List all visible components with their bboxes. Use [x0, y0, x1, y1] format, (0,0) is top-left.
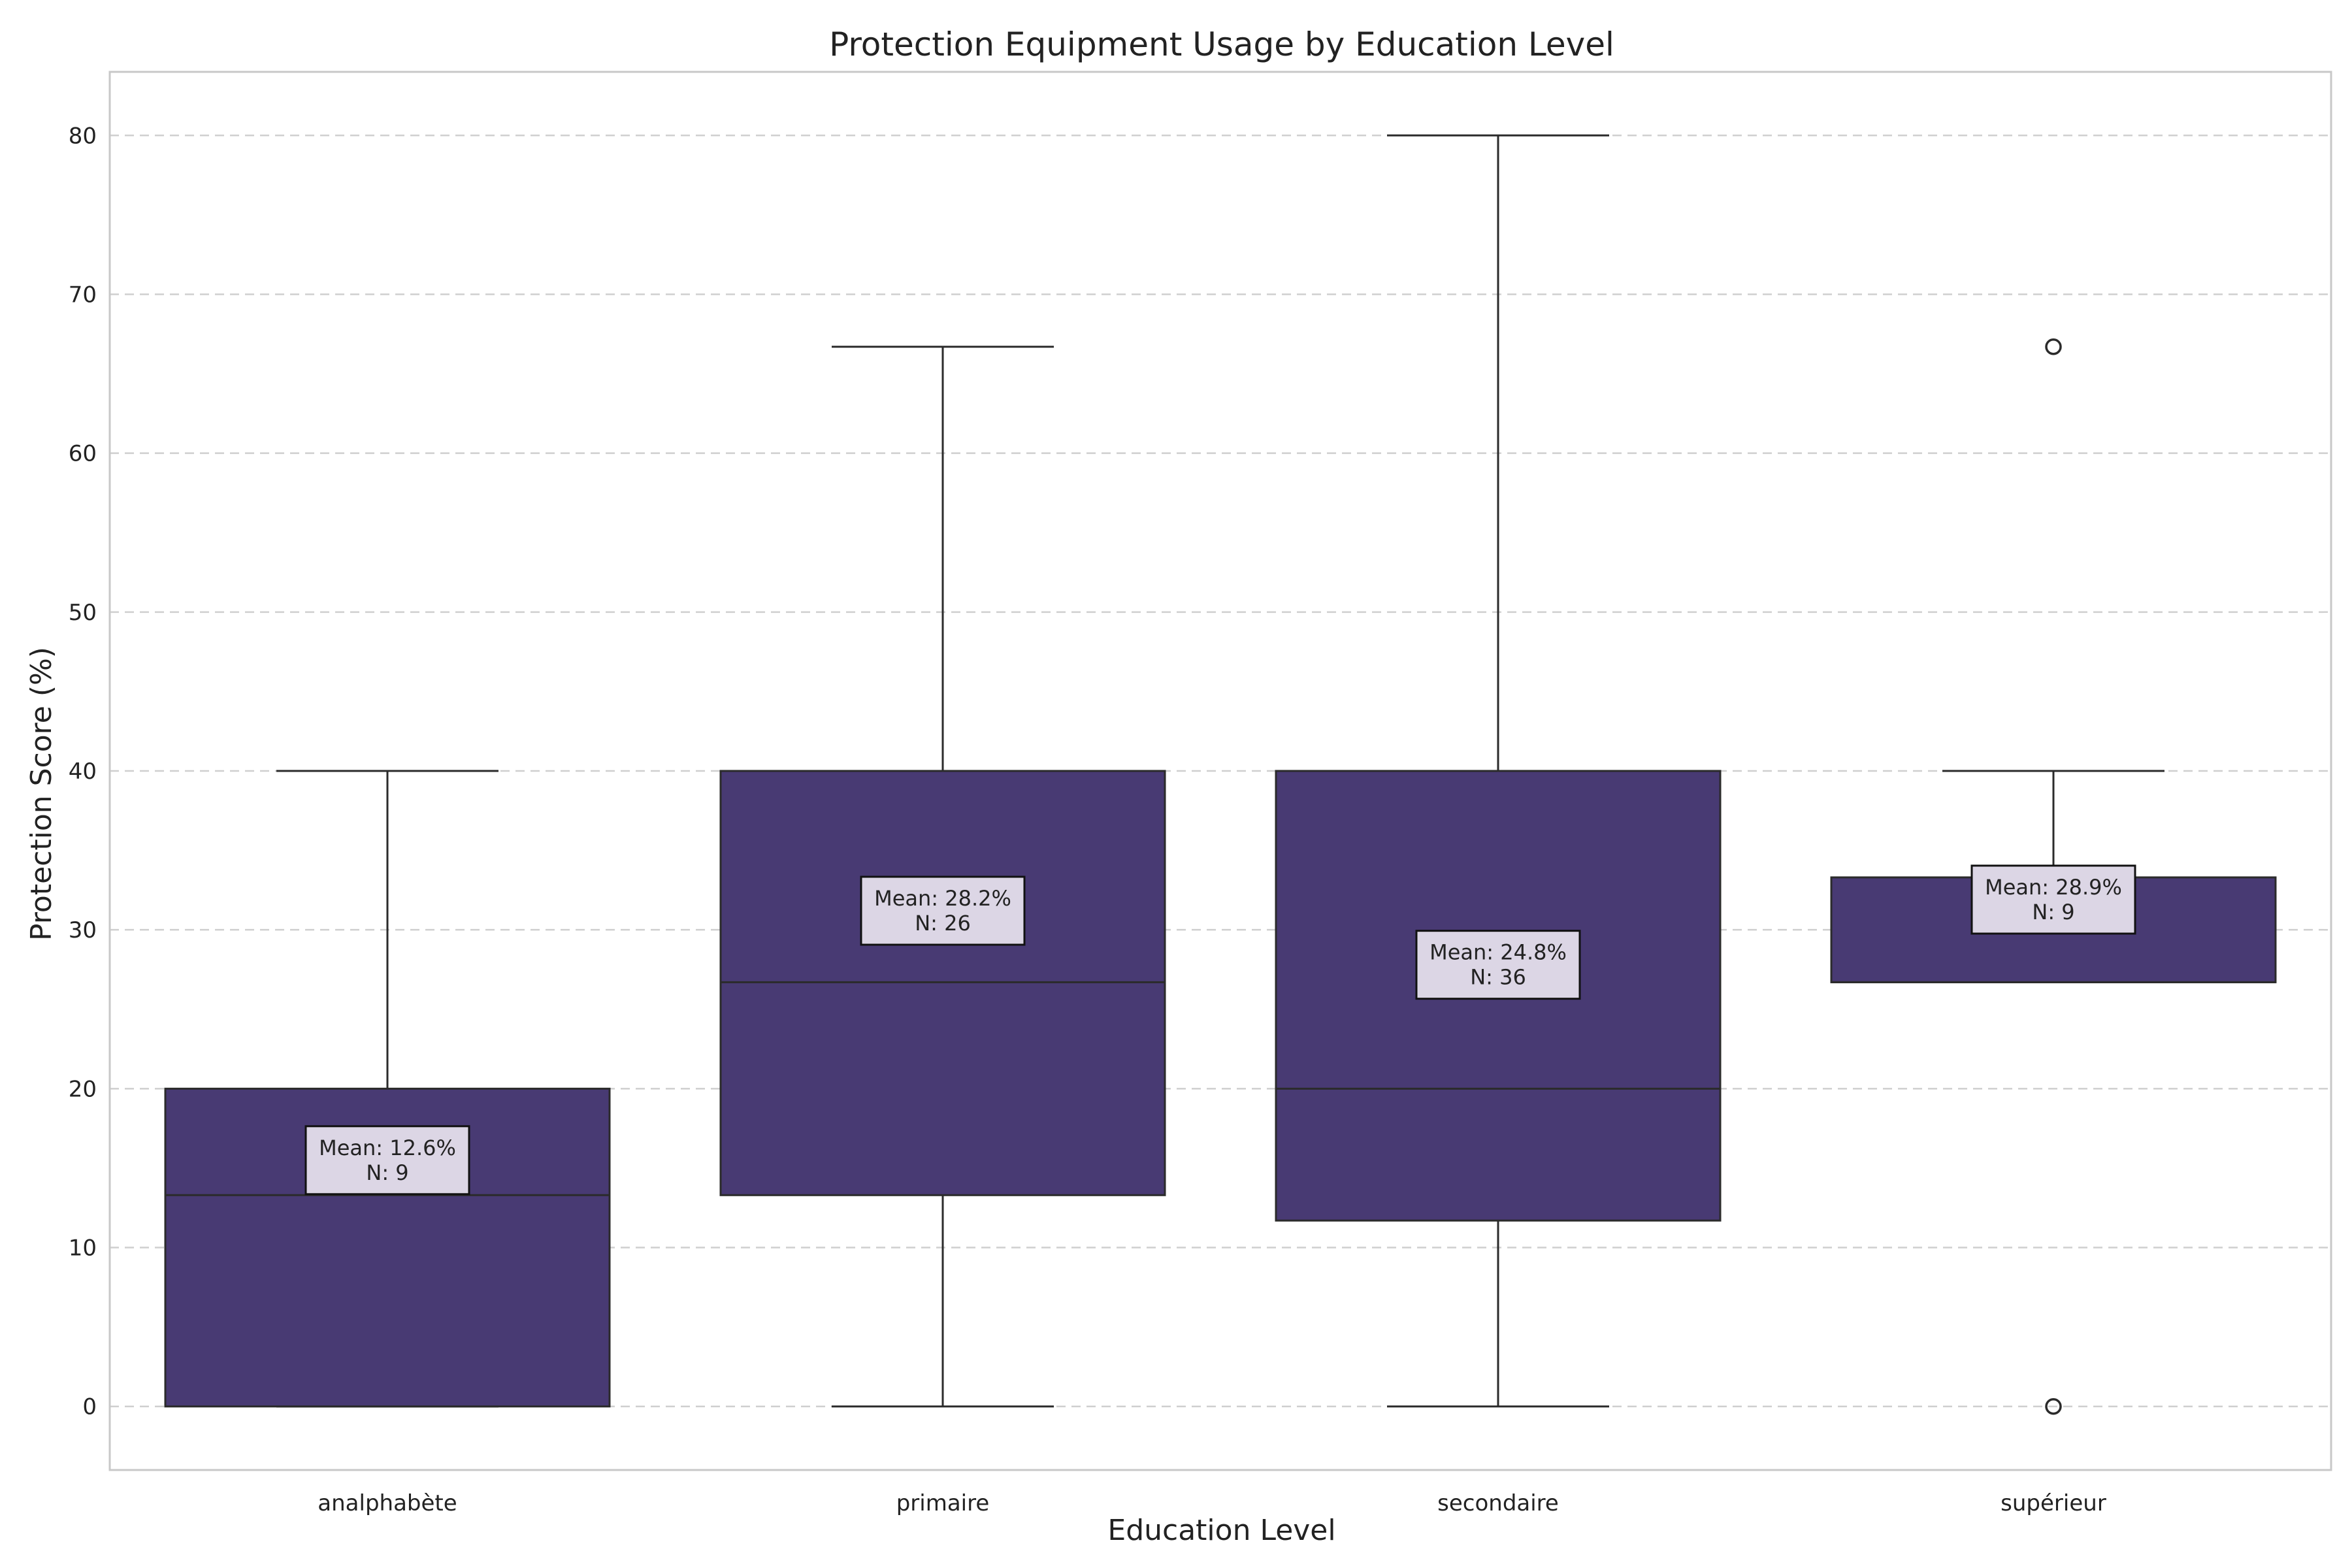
- annotation-box: [1970, 864, 2136, 935]
- n-label: N: 9: [2032, 900, 2074, 924]
- x-tick-label: primaire: [896, 1490, 990, 1516]
- plot-frame: [108, 71, 2332, 1471]
- n-label: N: 36: [1470, 965, 1526, 990]
- mean-label: Mean: 12.6%: [319, 1135, 456, 1160]
- x-axis-label: Education Level: [1107, 1514, 1335, 1547]
- x-tick-label: secondaire: [1437, 1490, 1559, 1516]
- y-tick-label: 30: [69, 917, 97, 943]
- annotation-box: [860, 875, 1026, 946]
- y-tick-label: 50: [69, 600, 97, 626]
- y-tick-labels: 0 10 20 30 40 50 60 70 80: [69, 123, 97, 1420]
- outlier-point: [2045, 1397, 2062, 1415]
- annotation-box: [1415, 930, 1581, 1000]
- y-tick-label: 40: [69, 759, 97, 785]
- mean-label: Mean: 28.9%: [1985, 875, 2122, 900]
- outlier-point: [2045, 338, 2062, 355]
- x-tick-label: analphabète: [318, 1490, 457, 1516]
- y-tick-label: 10: [69, 1235, 97, 1262]
- y-tick-label: 80: [69, 123, 97, 149]
- mean-annotation: Mean: 28.9%N: 9: [1970, 864, 2136, 935]
- mean-annotation: Mean: 24.8%N: 36: [1415, 930, 1581, 1000]
- mean-label: Mean: 28.2%: [874, 886, 1011, 911]
- mean-label: Mean: 24.8%: [1429, 940, 1567, 965]
- y-tick-label: 60: [69, 441, 97, 467]
- y-tick-label: 70: [69, 282, 97, 308]
- annotation-box: [304, 1125, 470, 1196]
- y-tick-label: 20: [69, 1076, 97, 1102]
- x-tick-label: supérieur: [2001, 1490, 2106, 1516]
- box-group: [719, 346, 1166, 1408]
- n-label: N: 9: [366, 1160, 408, 1185]
- chart-title: Protection Equipment Usage by Education …: [829, 25, 1614, 63]
- n-label: N: 26: [915, 911, 971, 936]
- mean-annotation: Mean: 28.2%N: 26: [860, 875, 1026, 946]
- y-tick-label: 0: [82, 1394, 97, 1420]
- y-axis-label: Protection Score (%): [25, 647, 58, 941]
- x-tick-labels: analphabète primaire secondaire supérieur: [318, 1490, 2106, 1516]
- mean-annotation: Mean: 12.6%N: 9: [304, 1125, 470, 1196]
